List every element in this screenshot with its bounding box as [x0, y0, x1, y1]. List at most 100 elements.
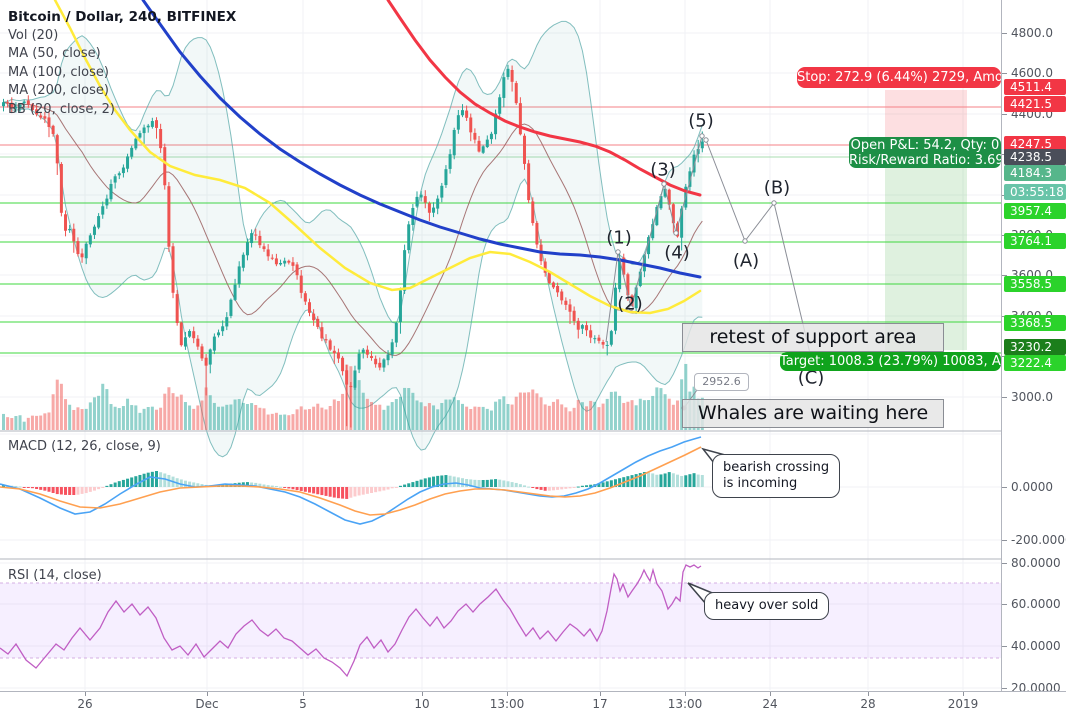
callout-oversold[interactable]: heavy over sold [704, 592, 830, 620]
target-label[interactable]: Target: 1008.3 (23.79%) 10083, Am [780, 352, 1001, 371]
chart-legend[interactable]: Bitcoin / Dollar, 240, BITFINEX Vol (20)… [8, 8, 236, 119]
axis-tick [963, 692, 964, 696]
wave-zigzag [705, 139, 814, 367]
candle-body [245, 242, 249, 256]
time-axis-label: 13:00 [667, 697, 703, 711]
volume-bar [556, 399, 560, 430]
wave-label-1[interactable]: (1) [606, 227, 632, 249]
volume-bar [324, 409, 328, 430]
volume-bar [14, 416, 18, 430]
volume-bar [576, 399, 580, 430]
axis-tick [1002, 397, 1007, 398]
bar-countdown-badge: 03:55:18 [1004, 184, 1066, 200]
macd-histogram-bar [502, 480, 506, 487]
candle-body [295, 264, 299, 276]
volume-bar [638, 398, 642, 430]
macd-histogram-bar [469, 479, 473, 487]
macd-histogram-bar [684, 475, 688, 487]
macd-histogram-bar [179, 479, 183, 487]
callout-bearish-crossing[interactable]: bearish crossing is incoming [712, 454, 841, 498]
macd-histogram-bar [510, 482, 514, 487]
time-axis[interactable]: 26 Dec 5 10 13:00 17 13:00 24 28 2019 [0, 691, 1066, 717]
macd-histogram-bar [163, 473, 167, 487]
volume-bar [105, 389, 109, 430]
volume-bar [427, 403, 431, 430]
volume-bar [518, 392, 522, 430]
volume-bar [523, 392, 527, 430]
rsi-legend[interactable]: RSI (14, close) [8, 568, 102, 583]
volume-bar [663, 394, 667, 430]
legend-bb[interactable]: BB (20, close, 2) [8, 101, 115, 117]
legend-volume[interactable]: Vol (20) [8, 27, 59, 43]
candle-body [171, 246, 175, 293]
macd-histogram-bar [183, 480, 187, 487]
volume-bar [146, 407, 150, 430]
stop-loss-label[interactable]: Stop: 272.9 (6.44%) 2729, Amou [797, 67, 1001, 88]
volume-bar [485, 408, 489, 430]
candle-body [560, 291, 564, 301]
volume-bar [171, 393, 175, 430]
volume-bar [64, 399, 68, 430]
candle-body [444, 169, 448, 186]
candle-body [523, 135, 527, 164]
volume-bar [436, 409, 440, 430]
candle-body [394, 323, 398, 343]
wave-label-B[interactable]: (B) [763, 177, 791, 199]
time-axis-label: 26 [77, 697, 93, 711]
macd-histogram-bar [386, 487, 390, 490]
macd-legend[interactable]: MACD (12, 26, close, 9) [8, 439, 161, 454]
volume-bar [659, 388, 663, 430]
macd-histogram-bar [200, 484, 204, 487]
volume-bar [266, 414, 270, 430]
volume-bar [407, 388, 411, 430]
volume-bar [551, 401, 555, 430]
axis-tick [1002, 487, 1007, 488]
open-pnl-label[interactable]: Open P&L: 54.2, Qty: 0 Risk/Reward Ratio… [849, 137, 1001, 168]
candle-body [398, 290, 402, 323]
volume-bar [514, 396, 518, 430]
candle-body [59, 164, 63, 213]
axis-tick [770, 692, 771, 696]
candle-body [266, 249, 270, 257]
wave-label-5[interactable]: (5) [688, 110, 714, 132]
note-whales-waiting[interactable]: Whales are waiting here [682, 399, 944, 428]
volume-bar [117, 408, 121, 430]
macd-histogram-bar [560, 487, 564, 490]
wave-label-4[interactable]: (4) [664, 242, 690, 264]
candle-body [121, 167, 125, 174]
candle-body [154, 120, 158, 128]
macd-line [0, 436, 702, 525]
candle-body [64, 214, 68, 231]
wave-label-C[interactable]: (C) [797, 367, 825, 389]
symbol-title[interactable]: Bitcoin / Dollar, 240, BITFINEX [8, 9, 237, 25]
volume-bar [473, 406, 477, 430]
candle-body [663, 188, 667, 197]
macd-histogram-bar [80, 487, 84, 494]
wave-label-2[interactable]: (2) [617, 293, 643, 315]
price-badge: 4238.5 [1004, 149, 1066, 165]
candle-body [324, 339, 328, 341]
wave-label-A[interactable]: (A) [732, 250, 760, 272]
volume-bar [328, 406, 332, 430]
legend-ma200[interactable]: MA (200, close) [8, 83, 109, 98]
price-axis[interactable]: 4800.04600.04400.04200.04000.03800.03600… [1001, 0, 1066, 717]
macd-histogram-bar [556, 487, 560, 490]
candle-body [601, 341, 605, 345]
note-retest-support[interactable]: retest of support area [682, 323, 944, 352]
ma50-line [53, 0, 702, 315]
wave-label-3[interactable]: (3) [650, 159, 676, 181]
candle-body [597, 337, 601, 341]
macd-histogram-bar [279, 486, 283, 488]
candle-body [365, 349, 369, 355]
volume-bar [448, 399, 452, 430]
legend-ma50[interactable]: MA (50, close) [8, 46, 101, 61]
volume-price-tooltip[interactable]: 2952.6 [694, 373, 749, 391]
candle-body [22, 101, 26, 104]
macd-histogram-bar [357, 487, 361, 496]
wave-vertex [703, 137, 709, 143]
legend-ma100[interactable]: MA (100, close) [8, 64, 109, 80]
volume-bar [237, 399, 241, 430]
volume-bar [179, 394, 183, 430]
